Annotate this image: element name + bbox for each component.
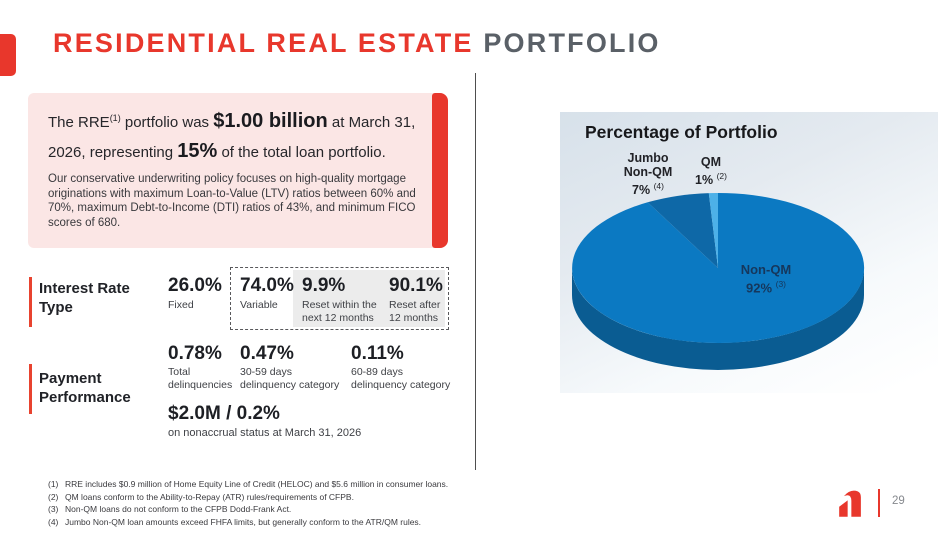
payment-accent-line (29, 364, 32, 414)
footnote-ref-2: (2) (716, 171, 727, 181)
footnote-1: (1) RRE includes $0.9 million of Home Eq… (48, 479, 449, 489)
pie-slice-non-qm (572, 192, 865, 343)
reset-after-label: Reset after 12 months (389, 299, 441, 324)
fixed-value: 26.0% (168, 275, 222, 296)
total-delinquency-label: Total delinquencies (168, 366, 233, 391)
highlight-headline: The RRE(1) portfolio was $1.00 billion a… (48, 110, 416, 162)
variable-label: Variable (240, 299, 278, 311)
nonaccrual-label: on nonaccrual status at March 31, 2026 (168, 427, 362, 439)
company-logo-icon (839, 490, 861, 517)
payment-section-label: Payment Performance (39, 370, 131, 406)
footnote-2: (2) QM loans conform to the Ability-to-R… (48, 491, 354, 502)
headline-text: The RRE (48, 114, 110, 131)
page-title-red: RESIDENTIAL REAL ESTATE (53, 28, 474, 58)
interest-accent-line (29, 277, 32, 327)
underwriting-paragraph: Our conservative underwriting policy foc… (48, 173, 416, 229)
footnote-4: (4) Jumbo Non-QM loan amounts exceed FHF… (48, 516, 422, 527)
pie-slice-jumbo-non-qm (647, 193, 718, 268)
delinquency-3059-label: 30-59 days delinquency category (240, 366, 340, 391)
portfolio-pie-chart (572, 192, 865, 370)
delinquency-6089-value: 0.11% (351, 343, 404, 364)
footnote-3: (3) Non-QM loans do not conform to the C… (48, 504, 292, 514)
highlight-accent-bar (432, 93, 448, 248)
footnote-ref-1: (1) (109, 113, 121, 123)
fixed-label: Fixed (168, 299, 194, 311)
chart-title: Percentage of Portfolio (585, 122, 778, 142)
reset-highlight-fill (293, 270, 445, 327)
reset-after-value: 90.1% (389, 275, 443, 296)
page-title: RESIDENTIAL REAL ESTATE PORTFOLIO (53, 28, 661, 59)
highlight-box (28, 93, 434, 248)
pie-label-jumbo: Jumbo Non-QM 7% (4) (623, 151, 673, 198)
interest-section-label: Interest Rate Type (39, 280, 130, 316)
pie-slice-qm (708, 192, 718, 268)
pie-depth (572, 268, 864, 370)
nonaccrual-value: $2.0M / 0.2% (168, 403, 280, 424)
portfolio-chart-panel: Percentage of Portfolio Jumbo Non-QM 7% … (560, 112, 938, 393)
footnote-ref-4: (4) (653, 181, 664, 191)
content-divider (475, 73, 476, 470)
page-number: 29 (892, 495, 905, 507)
delinquency-3059-value: 0.47% (240, 343, 294, 364)
pie-label-qm: QM 1% (2) (695, 155, 727, 188)
total-delinquency-value: 0.78% (168, 343, 222, 364)
footer-divider (878, 489, 880, 517)
rre-amount: $1.00 billion (213, 110, 328, 132)
delinquency-6089-label: 60-89 days delinquency category (351, 366, 451, 391)
variable-value: 74.0% (240, 275, 294, 296)
pie-label-nonqm: Non-QM 92% (3) (740, 262, 792, 296)
variable-dashed-box (230, 267, 449, 330)
reset-within-value: 9.9% (302, 275, 346, 296)
page-title-gray: PORTFOLIO (473, 28, 661, 58)
brand-chip-icon (0, 34, 16, 76)
footnote-ref-3: (3) (775, 279, 787, 289)
rre-percent: 15% (177, 140, 218, 162)
reset-within-label: Reset within the next 12 months (302, 299, 377, 324)
footnotes: (1) RRE includes $0.9 million of Home Eq… (48, 478, 668, 528)
